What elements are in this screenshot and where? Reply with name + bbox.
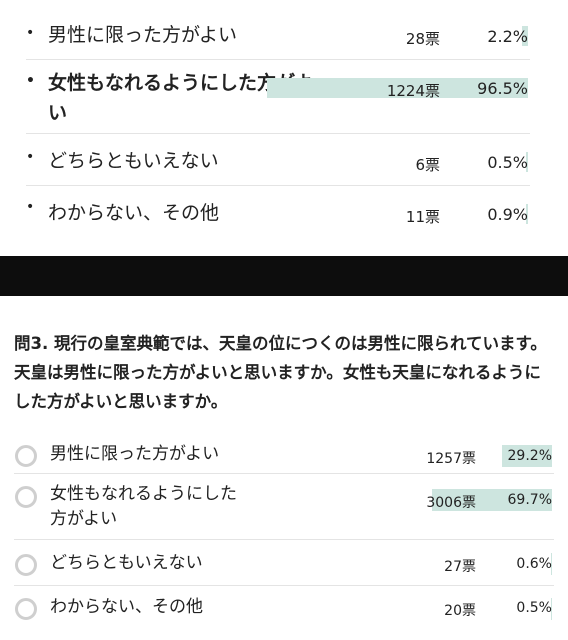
row-divider [14, 585, 554, 586]
option-label: 男性に限った方がよい [50, 444, 220, 464]
bullet-icon: • [26, 25, 35, 41]
poll-panel [0, 296, 568, 640]
option-votes: 27票 [444, 559, 476, 575]
section-divider-band [0, 256, 568, 296]
radio-button[interactable] [15, 554, 37, 576]
result-row: • 女性もなれるようにした方がよ い 1224票 96.5% [0, 60, 568, 134]
result-bar [522, 26, 528, 46]
radio-button[interactable] [15, 598, 37, 620]
option-label: 女性もなれるようにした 方がよい [50, 482, 237, 532]
result-votes: 28票 [405, 30, 440, 48]
option-label-line: 女性もなれるようにした [50, 484, 237, 504]
bullet-icon: • [26, 149, 35, 165]
radio-button[interactable] [15, 445, 37, 467]
result-bar [525, 204, 528, 224]
result-votes: 6票 [415, 156, 440, 174]
result-votes: 1224票 [386, 82, 440, 100]
result-bar-track [258, 204, 528, 224]
radio-button[interactable] [15, 486, 37, 508]
previous-results-panel: • 男性に限った方がよい 28票 2.2% • 女性もなれるようにした方がよ い… [0, 0, 568, 256]
bullet-icon: • [26, 73, 35, 89]
poll-option[interactable]: 男性に限った方がよい 1257票 29.2% [0, 438, 568, 474]
result-percent: 96.5% [477, 79, 528, 98]
option-bar [550, 598, 552, 620]
result-row: • どちらともいえない 6票 0.5% [0, 134, 568, 186]
option-bar [501, 445, 552, 467]
option-votes: 3006票 [426, 495, 476, 511]
result-bar-track [258, 26, 528, 46]
option-percent: 0.5% [516, 600, 552, 616]
result-percent: 0.9% [487, 205, 528, 224]
option-percent: 0.6% [516, 556, 552, 572]
option-bar [432, 489, 552, 511]
result-row: • わからない、その他 11票 0.9% [0, 186, 568, 238]
result-votes: 11票 [405, 208, 440, 226]
result-bar [525, 152, 528, 172]
result-label: どちらともいえない [48, 150, 219, 172]
question-text: 問3. 現行の皇室典範では、天皇の位につくのは男性に限られています。天皇は男性に… [14, 334, 547, 411]
row-divider [26, 133, 530, 134]
result-label: わからない、その他 [48, 202, 220, 224]
option-bar-track [380, 445, 552, 467]
bullet-icon: • [26, 199, 35, 215]
row-divider [26, 185, 530, 186]
poll-option[interactable]: どちらともいえない 27票 0.6% [0, 540, 568, 586]
result-percent: 0.5% [487, 153, 528, 172]
row-divider [26, 59, 530, 60]
result-label-line: 女性もなれるようにした方がよ [48, 72, 314, 94]
option-percent: 29.2% [507, 448, 552, 464]
result-label-line: い [48, 102, 68, 124]
option-percent: 69.7% [507, 492, 552, 508]
option-bar [550, 553, 552, 575]
poll-option[interactable]: 女性もなれるようにした 方がよい 3006票 69.7% [0, 474, 568, 540]
option-label-line: 方がよい [50, 509, 118, 529]
result-bar [267, 78, 528, 98]
option-label: わからない、その他 [50, 597, 203, 617]
poll-option[interactable]: わからない、その他 20票 0.5% [0, 586, 568, 632]
option-bar-track [380, 489, 552, 511]
option-label: どちらともいえない [50, 553, 203, 573]
result-bar-track [258, 152, 528, 172]
row-divider [14, 539, 554, 540]
result-percent: 2.2% [487, 27, 528, 46]
row-divider [14, 473, 554, 474]
result-label: 女性もなれるようにした方がよ い [48, 68, 313, 128]
option-bar-track [380, 553, 552, 575]
result-bar-track [258, 78, 528, 98]
option-votes: 1257票 [426, 451, 476, 467]
option-votes: 20票 [444, 603, 476, 619]
option-bar-track [380, 598, 552, 620]
result-row: • 男性に限った方がよい 28票 2.2% [0, 14, 568, 60]
result-label: 男性に限った方がよい [48, 24, 238, 46]
